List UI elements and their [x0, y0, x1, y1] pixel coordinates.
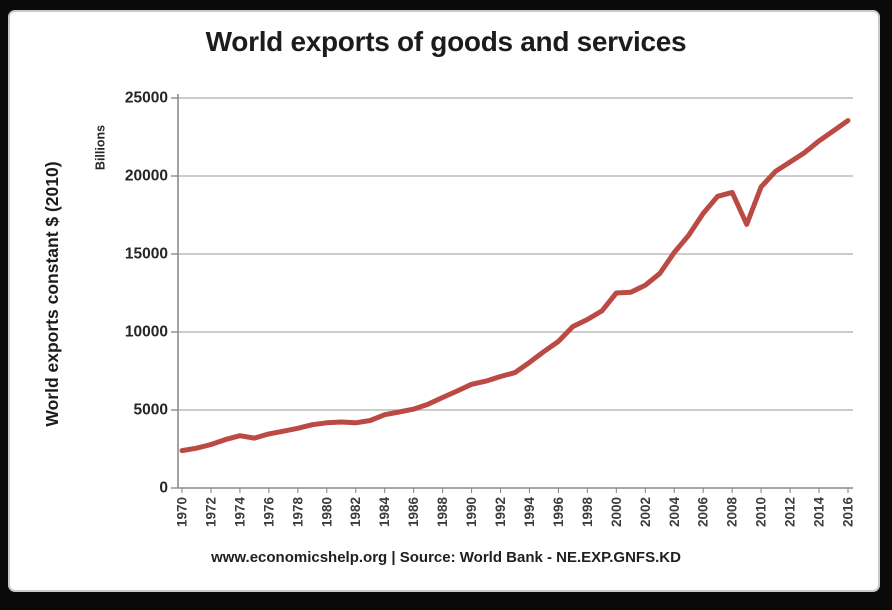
x-tick-label: 1974 [232, 497, 247, 528]
y-tick-label: 0 [159, 480, 168, 497]
chart-panel [8, 10, 880, 592]
x-tick-label: 2014 [812, 497, 827, 528]
y-tick-label: 15000 [125, 246, 168, 263]
x-tick-label: 1986 [406, 497, 421, 528]
y-tick-label: 20000 [125, 168, 168, 185]
x-tick-label: 1998 [580, 497, 595, 528]
x-tick-label: 1990 [464, 497, 479, 527]
y-tick-label: 25000 [125, 90, 168, 107]
x-tick-label: 1970 [175, 497, 190, 527]
x-tick-label: 2016 [841, 497, 856, 528]
x-tick-label: 1976 [261, 497, 276, 528]
x-tick-label: 2004 [667, 497, 682, 528]
x-tick-label: 1978 [290, 497, 305, 528]
x-tick-label: 1984 [377, 497, 392, 528]
x-tick-label: 2006 [696, 497, 711, 528]
x-tick-label: 2012 [783, 497, 798, 527]
x-tick-label: 2000 [609, 497, 624, 527]
series-line [179, 118, 851, 454]
x-tick-label: 1992 [493, 497, 508, 527]
source-credit: www.economicshelp.org | Source: World Ba… [211, 549, 681, 566]
x-tick-label: 1982 [348, 497, 363, 527]
x-tick-label: 2002 [638, 497, 653, 527]
x-tick-label: 1972 [203, 497, 218, 527]
x-tick-label: 1996 [551, 497, 566, 528]
x-tick-label: 1980 [319, 497, 334, 527]
y-tick-label: 5000 [134, 402, 168, 419]
y-tick-label: 10000 [125, 324, 168, 341]
x-tick-label: 1994 [522, 497, 537, 528]
x-tick-label: 1988 [435, 497, 450, 528]
x-tick-label: 2008 [725, 497, 740, 528]
x-tick-label: 2010 [754, 497, 769, 527]
chart-title: World exports of goods and services [205, 26, 687, 57]
